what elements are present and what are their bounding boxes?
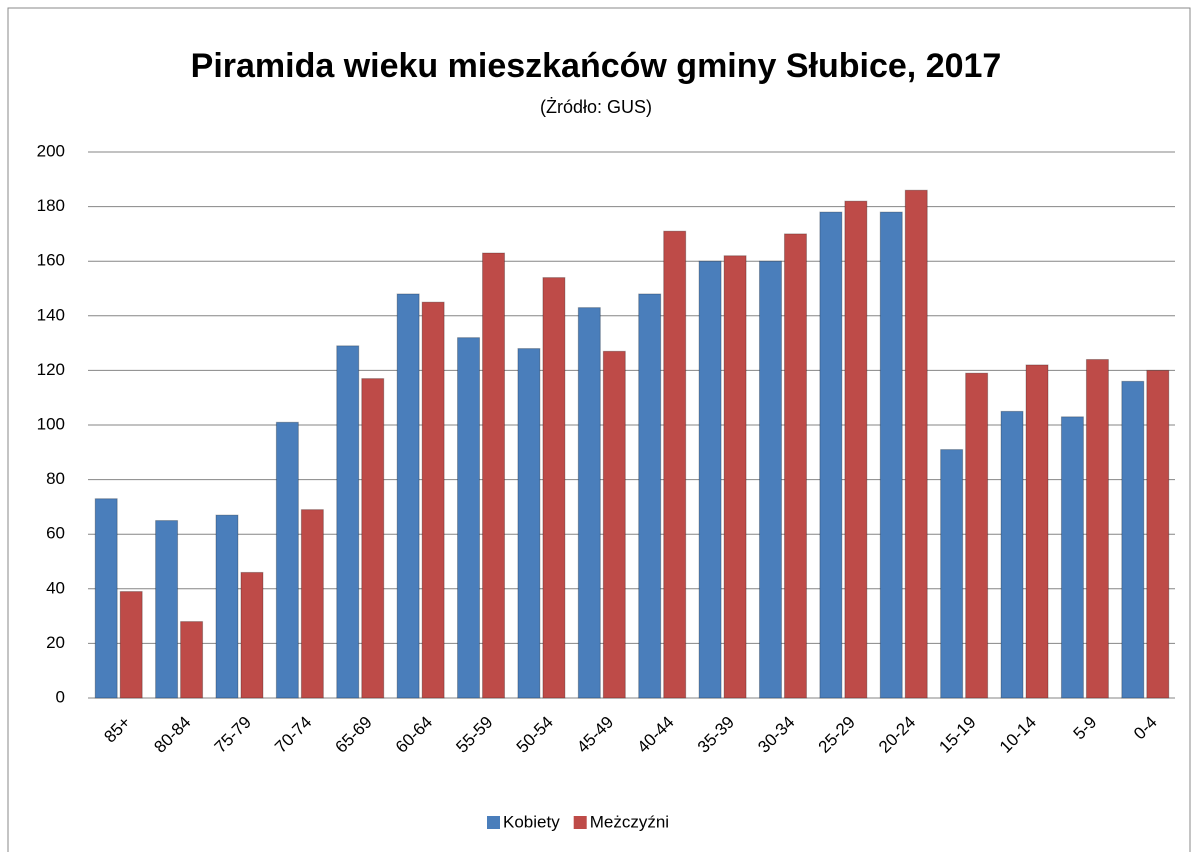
bar bbox=[1000, 410, 1024, 699]
bar bbox=[1060, 416, 1084, 699]
legend-label: Kobiety bbox=[503, 812, 560, 831]
y-tick-label: 180 bbox=[37, 196, 65, 215]
bar bbox=[275, 421, 299, 699]
legend-swatch bbox=[573, 816, 587, 829]
bar bbox=[1146, 369, 1170, 699]
bar bbox=[457, 337, 481, 699]
legend-label: Meżczyźni bbox=[590, 812, 669, 831]
bar bbox=[155, 520, 179, 699]
y-tick-label: 60 bbox=[46, 524, 65, 543]
bar bbox=[844, 200, 868, 699]
bar bbox=[723, 255, 747, 699]
bar bbox=[940, 449, 964, 699]
bar bbox=[94, 498, 118, 699]
y-tick-label: 200 bbox=[37, 141, 65, 160]
bar bbox=[577, 307, 601, 699]
bar bbox=[119, 591, 143, 699]
bar bbox=[215, 514, 239, 699]
y-tick-label: 80 bbox=[46, 469, 65, 488]
y-tick-label: 160 bbox=[37, 251, 65, 270]
bar bbox=[663, 230, 687, 699]
bar bbox=[240, 571, 264, 699]
bar bbox=[638, 293, 662, 699]
chart-subtitle: (Żródło: GUS) bbox=[540, 97, 652, 117]
bar bbox=[965, 372, 989, 699]
bar bbox=[819, 211, 843, 699]
bar bbox=[421, 301, 445, 699]
bar bbox=[904, 189, 928, 699]
y-tick-label: 0 bbox=[56, 687, 65, 706]
y-tick-label: 120 bbox=[37, 360, 65, 379]
bar bbox=[180, 621, 204, 699]
bar bbox=[517, 348, 541, 699]
bar bbox=[336, 345, 360, 699]
bar bbox=[879, 211, 903, 699]
bar bbox=[396, 293, 420, 699]
bar bbox=[361, 378, 385, 699]
y-tick-label: 40 bbox=[46, 578, 65, 597]
bar bbox=[482, 252, 506, 699]
y-tick-label: 140 bbox=[37, 305, 65, 324]
bar bbox=[698, 260, 722, 699]
bar bbox=[758, 260, 782, 699]
bar bbox=[300, 509, 324, 699]
y-tick-label: 20 bbox=[46, 633, 65, 652]
y-tick-label: 100 bbox=[37, 414, 65, 433]
bar bbox=[602, 350, 626, 699]
bar bbox=[1025, 364, 1049, 699]
bar bbox=[1085, 358, 1109, 699]
legend-swatch bbox=[487, 816, 500, 829]
bar bbox=[1121, 380, 1145, 699]
bar bbox=[542, 277, 566, 699]
bar bbox=[783, 233, 807, 699]
chart-title: Piramida wieku mieszkańców gminy Słubice… bbox=[191, 47, 1002, 85]
